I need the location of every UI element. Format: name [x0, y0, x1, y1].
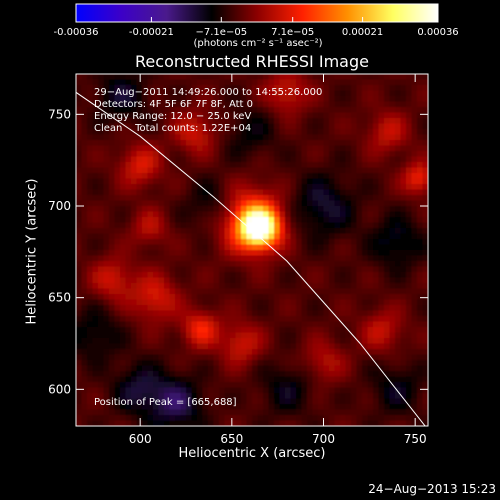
solar-limb-curve [76, 91, 426, 426]
chart-title: Reconstructed RHESSI Image [135, 52, 369, 71]
footer-timestamp: 24−Aug−2013 15:23 [368, 482, 496, 496]
colorbar-tick-label: −7.1e−05 [196, 27, 248, 38]
y-axis-label: Heliocentric Y (arcsec) [24, 178, 40, 325]
peak-position-label: Position of Peak = [665,688] [94, 397, 237, 408]
y-tick-label: 600 [48, 382, 71, 396]
colorbar-tick-label: 0.00021 [342, 27, 383, 38]
annotation-detectors: Detectors: 4F 5F 6F 7F 8F, Att 0 [94, 99, 254, 110]
y-tick-label: 750 [48, 107, 71, 121]
colorbar-gradient [75, 3, 439, 23]
x-tick-label: 650 [220, 432, 243, 446]
colorbar-tick-label: 0.00036 [417, 27, 458, 38]
colorbar: -0.00036 -0.00021 −7.1e−05 7.1e−05 0.00021 0.… [54, 3, 459, 38]
annotation-energy: Energy Range: 12.0 − 25.0 keV [94, 111, 252, 122]
x-tick-label: 750 [404, 432, 427, 446]
annotation-time: 29−Aug−2011 14:49:26.000 to 14:55:26.000 [94, 87, 323, 98]
colorbar-tick-label: 7.1e−05 [271, 27, 314, 38]
annotation-clean-counts: Clean Total counts: 1.22E+04 [94, 123, 252, 134]
colorbar-unit-label: (photons cm⁻² s⁻¹ asec⁻²) [193, 38, 323, 49]
plot-frame [75, 73, 429, 427]
x-tick-label: 600 [129, 432, 152, 446]
heatmap-image [76, 74, 428, 426]
x-tick-label: 700 [312, 432, 335, 446]
colorbar-tick-label: -0.00021 [129, 27, 174, 38]
y-tick-label: 650 [48, 291, 71, 305]
x-axis-label: Heliocentric X (arcsec) [178, 446, 326, 461]
y-tick-label: 700 [48, 199, 71, 213]
colorbar-tick-label: -0.00036 [54, 27, 99, 38]
annotation-block: 29−Aug−2011 14:49:26.000 to 14:55:26.000… [94, 87, 322, 135]
